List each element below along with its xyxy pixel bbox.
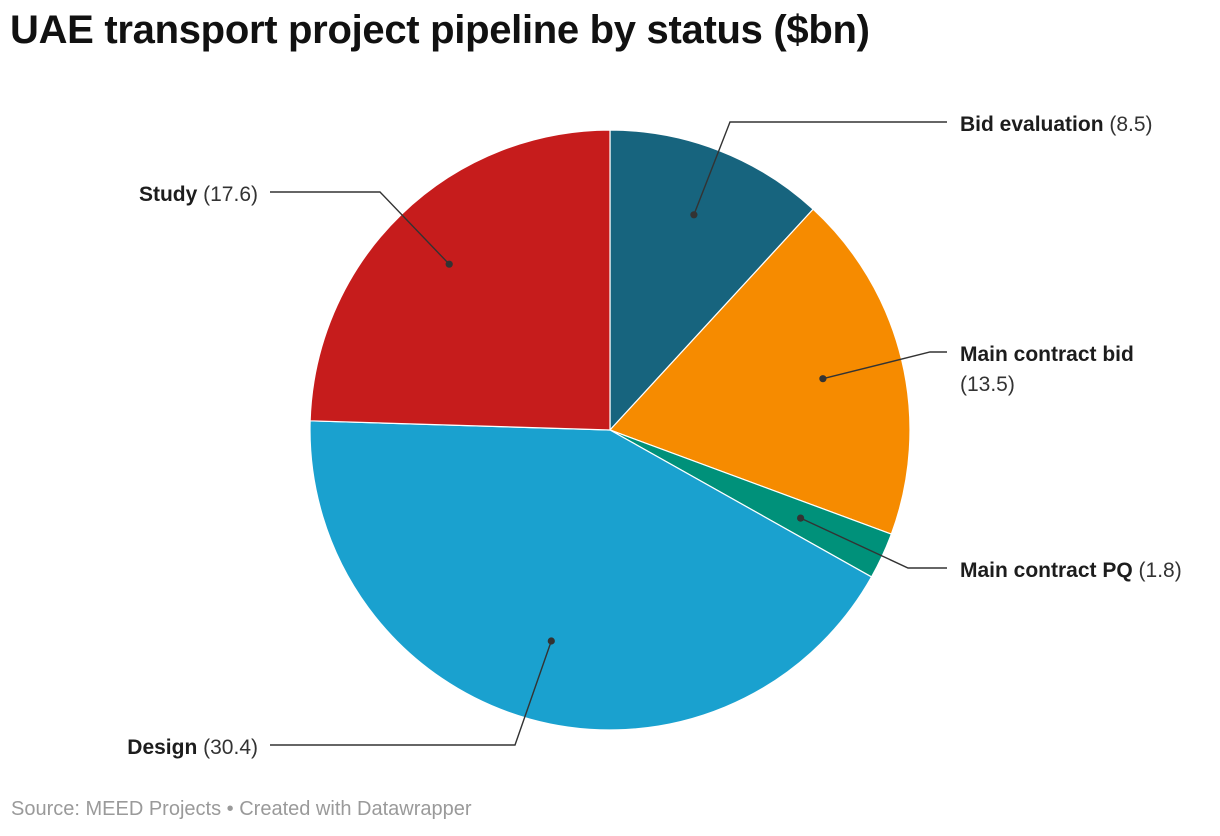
leader-line-design xyxy=(270,640,552,746)
slice-label-value: (1.8) xyxy=(1133,559,1182,582)
slice-labels: Bid evaluation (8.5) Main contract bid (13… xyxy=(127,113,1181,759)
leader-lines xyxy=(270,121,947,746)
leader-dot-main-contract-bid xyxy=(819,375,827,383)
slice-label-name: Main contract bid xyxy=(960,343,1134,366)
slice-label-study: Study (17.6) xyxy=(139,183,258,206)
slice-label-value: (8.5) xyxy=(1104,113,1153,136)
leader-dot-design xyxy=(547,637,555,645)
slice-label-value: (30.4) xyxy=(197,736,258,759)
slice-label-name: Study xyxy=(139,183,198,206)
chart-title: UAE transport project pipeline by status… xyxy=(10,8,870,52)
slice-label-value: (17.6) xyxy=(197,183,258,206)
source-text: Source: MEED Projects xyxy=(11,798,222,820)
footer-separator: • xyxy=(226,798,234,820)
slice-label-bid-evaluation: Bid evaluation (8.5) xyxy=(960,113,1153,136)
slice-label-name: Main contract PQ xyxy=(960,559,1133,582)
slice-label-name: Bid evaluation xyxy=(960,113,1104,136)
slice-label-design: Design (30.4) xyxy=(127,736,258,759)
slice-label-value: (13.5) xyxy=(960,373,1015,396)
leader-line-study xyxy=(270,191,450,265)
leader-dot-bid-evaluation xyxy=(690,211,698,219)
leader-line-bid-evaluation xyxy=(693,121,947,216)
pie-slice-study xyxy=(309,129,611,431)
leader-line-main-contract-pq xyxy=(800,517,947,569)
leader-dot-main-contract-pq xyxy=(797,514,805,522)
chart-footer: Source: MEED Projects • Created with Dat… xyxy=(11,798,472,821)
credit-text: Created with Datawrapper xyxy=(239,798,472,820)
slice-label-name: Design xyxy=(127,736,197,759)
pie-slice-design xyxy=(309,420,873,731)
slice-label-main-contract-bid: Main contract bid (13.5) xyxy=(960,343,1134,396)
leader-line-main-contract-bid xyxy=(822,351,947,380)
leader-dot-study xyxy=(445,260,453,268)
slice-label-main-contract-pq: Main contract PQ (1.8) xyxy=(960,559,1182,582)
pie-slices xyxy=(309,129,911,731)
